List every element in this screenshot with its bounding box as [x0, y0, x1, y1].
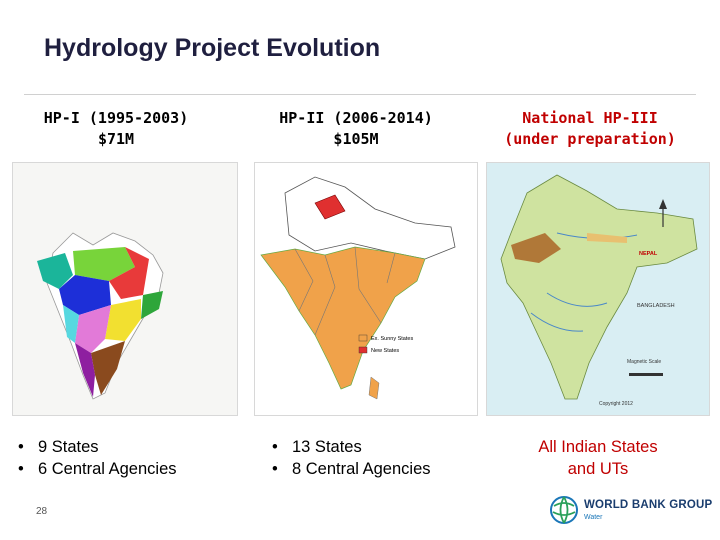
hp1-bullets: 9 States 6 Central Agencies: [16, 436, 177, 480]
world-bank-group-logo: WORLD BANK GROUP Water: [548, 492, 712, 528]
hp3-map: NEPAL BANGLADESH Magnetic Scale Copyrigh…: [486, 162, 710, 416]
logo-name: WORLD BANK GROUP: [584, 499, 713, 511]
hp2-map: Ex. Sunny States New States: [254, 162, 478, 416]
hp3-note-line2: and UTs: [567, 460, 629, 478]
hp2-bullet-states: 13 States: [270, 436, 431, 458]
legend-swatch-new: [358, 346, 368, 354]
legend-swatch-existing: [358, 334, 368, 342]
hp2-bullets: 13 States 8 Central Agencies: [270, 436, 431, 480]
map-label-bangladesh: BANGLADESH: [637, 303, 675, 309]
map-label-nepal: NEPAL: [639, 251, 658, 257]
hp2-heading: HP-II (2006-2014) $105M: [246, 108, 466, 150]
hp1-map: [12, 162, 238, 416]
hp3-heading-status: (under preparation): [504, 130, 676, 148]
hp2-heading-period: HP-II (2006-2014): [279, 109, 433, 127]
page-number: 28: [36, 506, 48, 517]
title-divider: [24, 94, 696, 95]
scale-bar: [629, 373, 663, 376]
hp3-note-line1: All Indian States: [538, 438, 658, 456]
hp3-heading: National HP-III (under preparation): [480, 108, 700, 150]
logo-subtitle: Water: [584, 514, 603, 521]
globe-icon: [550, 496, 578, 524]
page-title: Hydrology Project Evolution: [44, 34, 381, 62]
map-label-scale: Magnetic Scale: [627, 359, 662, 365]
map-label-copyright: Copyright 2012: [599, 401, 633, 407]
hp1-bullet-agencies: 6 Central Agencies: [16, 458, 177, 480]
legend-label-existing: Ex. Sunny States: [371, 336, 414, 342]
hp1-bullet-states: 9 States: [16, 436, 177, 458]
hp2-bullet-agencies: 8 Central Agencies: [270, 458, 431, 480]
north-arrow-icon: [659, 199, 667, 209]
hp3-heading-name: National HP-III: [522, 109, 658, 127]
hp3-note: All Indian States and UTs: [488, 436, 708, 480]
legend-label-new: New States: [371, 348, 400, 354]
hp1-heading-cost: $71M: [97, 130, 135, 148]
hp1-heading: HP-I (1995-2003) $71M: [6, 108, 226, 150]
hp1-heading-period: HP-I (1995-2003): [43, 109, 189, 127]
hp2-heading-cost: $105M: [333, 130, 379, 148]
